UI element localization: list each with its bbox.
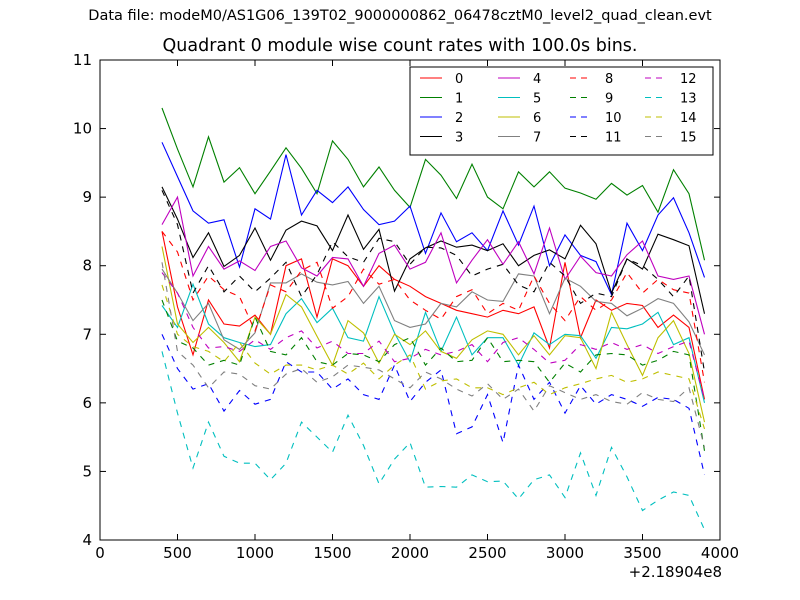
y-tick-label: 5	[82, 462, 92, 480]
y-tick-label: 6	[82, 394, 92, 412]
series-line-0	[161, 231, 706, 400]
series-line-4	[161, 195, 706, 335]
series-line-6	[161, 246, 706, 423]
y-tick-label: 11	[73, 51, 92, 69]
legend-label-1: 1	[455, 92, 463, 107]
x-tick-label: 3000	[546, 544, 584, 562]
series-line-2	[161, 142, 706, 297]
legend-label-12: 12	[680, 72, 697, 87]
y-tick-label: 4	[82, 531, 92, 549]
x-tick-label: 2500	[468, 544, 506, 562]
legend-label-6: 6	[533, 111, 541, 126]
series-line-12	[161, 272, 706, 400]
legend-label-13: 13	[680, 92, 697, 107]
legend-box	[409, 66, 714, 156]
legend-label-2: 2	[455, 111, 463, 126]
series-line-7	[161, 268, 705, 356]
series-line-1	[161, 107, 706, 261]
series-line-14	[161, 284, 706, 430]
y-tick-label: 9	[82, 188, 92, 206]
series-line-9	[161, 299, 706, 451]
y-tick-label: 8	[82, 257, 92, 275]
legend-label-14: 14	[680, 111, 697, 126]
legend-label-0: 0	[455, 72, 463, 87]
legend-label-9: 9	[605, 92, 613, 107]
x-tick-label: 500	[163, 544, 192, 562]
series-line-10	[161, 334, 706, 476]
x-tick-label: 3500	[623, 544, 661, 562]
data-file-suptitle: Data file: modeM0/AS1G06_139T02_90000008…	[88, 8, 712, 24]
legend-label-8: 8	[605, 72, 613, 87]
series-line-13	[161, 351, 706, 530]
chart-title: Quadrant 0 module wise count rates with …	[162, 36, 638, 56]
x-tick-label: 1500	[313, 544, 351, 562]
x-axis-offset-label: +2.18904e8	[628, 563, 722, 581]
x-tick-label: 2000	[391, 544, 429, 562]
x-tick-label: 4000	[701, 544, 739, 562]
y-tick-label: 10	[73, 120, 92, 138]
legend-label-5: 5	[533, 92, 541, 107]
x-tick-label: 0	[95, 544, 105, 562]
legend-label-7: 7	[533, 131, 541, 146]
legend-label-3: 3	[455, 131, 463, 146]
y-tick-label: 7	[82, 325, 92, 343]
legend-label-11: 11	[605, 131, 622, 146]
series-line-3	[161, 186, 706, 314]
legend-label-15: 15	[680, 131, 697, 146]
legend-label-4: 4	[533, 72, 541, 87]
series-line-5	[161, 282, 706, 404]
series-line-15	[161, 262, 706, 448]
legend-label-10: 10	[605, 111, 622, 126]
x-tick-label: 1000	[236, 544, 274, 562]
